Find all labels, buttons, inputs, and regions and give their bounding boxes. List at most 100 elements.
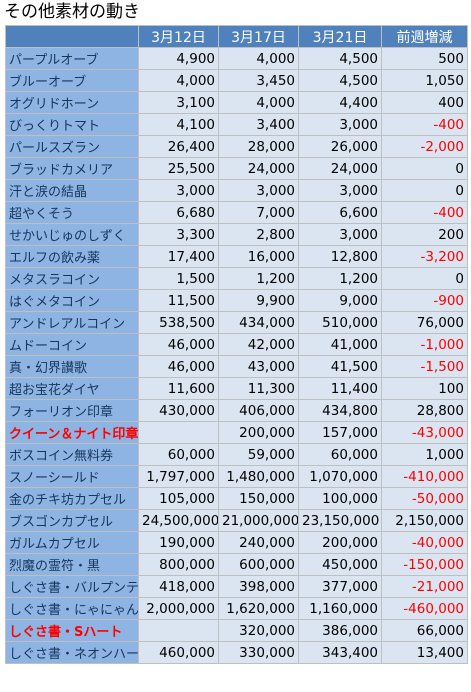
table-row: メタスラコイン 1,500 1,200 1,200 0 bbox=[5, 267, 468, 290]
price-cell: 1,050 bbox=[381, 69, 468, 92]
price-cell: 386,000 bbox=[298, 619, 382, 642]
price-cell: 17,400 bbox=[138, 245, 219, 268]
table-row: 真・幻界讃歌 46,000 43,000 41,500 -1,500 bbox=[5, 355, 468, 378]
price-cell bbox=[138, 619, 219, 642]
price-cell: 16,000 bbox=[218, 245, 299, 268]
item-name: スノーシールド bbox=[5, 465, 139, 488]
price-cell: 25,500 bbox=[138, 157, 219, 180]
price-cell: 0 bbox=[381, 267, 468, 290]
price-cell: 3,450 bbox=[218, 69, 299, 92]
price-cell: -900 bbox=[381, 289, 468, 312]
price-cell: 343,400 bbox=[298, 641, 382, 664]
table-row: ムドーコイン 46,000 42,000 41,000 -1,000 bbox=[5, 333, 468, 356]
price-cell: 105,000 bbox=[138, 487, 219, 510]
price-cell: -410,000 bbox=[381, 465, 468, 488]
item-name: しぐさ書・ネオンハート bbox=[5, 641, 139, 664]
price-cell: 46,000 bbox=[138, 355, 219, 378]
table-row: 烈魔の霊符・黒 800,000 600,000 450,000 -150,000 bbox=[5, 553, 468, 576]
price-cell: 2,150,000 bbox=[381, 509, 468, 532]
price-cell: 24,500,000 bbox=[138, 509, 219, 532]
price-cell: -2,000 bbox=[381, 135, 468, 158]
table-row: ブラッドカメリア 25,500 24,000 24,000 0 bbox=[5, 157, 468, 180]
price-cell: 200,000 bbox=[298, 531, 382, 554]
item-name: エルフの飲み薬 bbox=[5, 245, 139, 268]
price-cell: 434,800 bbox=[298, 399, 382, 422]
price-cell: 510,000 bbox=[298, 311, 382, 334]
price-cell: 430,000 bbox=[138, 399, 219, 422]
price-cell: 4,500 bbox=[298, 69, 382, 92]
price-cell: 3,000 bbox=[298, 223, 382, 246]
item-name: 超やくそう bbox=[5, 201, 139, 224]
price-cell: -1,500 bbox=[381, 355, 468, 378]
header-cell: 3月21日 bbox=[298, 25, 382, 48]
table-row: アンドレアルコイン 538,500 434,000 510,000 76,000 bbox=[5, 311, 468, 334]
price-cell bbox=[138, 421, 219, 444]
table-row: オグリドホーン 3,100 4,000 4,400 400 bbox=[5, 91, 468, 114]
table-row: スノーシールド 1,797,000 1,480,000 1,070,000 -410,0… bbox=[5, 465, 468, 488]
price-cell: -460,000 bbox=[381, 597, 468, 620]
price-cell: 1,620,000 bbox=[218, 597, 299, 620]
price-cell: 11,400 bbox=[298, 377, 382, 400]
price-cell: 24,000 bbox=[298, 157, 382, 180]
item-name: ブルーオーブ bbox=[5, 69, 139, 92]
table-row: クイーン＆ナイト印章 200,000 157,000 -43,000 bbox=[5, 421, 468, 444]
price-cell: 43,000 bbox=[218, 355, 299, 378]
price-cell: -400 bbox=[381, 201, 468, 224]
price-cell: 320,000 bbox=[218, 619, 299, 642]
price-cell: 1,500 bbox=[138, 267, 219, 290]
price-cell: 100,000 bbox=[298, 487, 382, 510]
table-row: ガルムカプセル 190,000 240,000 200,000 -40,000 bbox=[5, 531, 468, 554]
price-cell: 3,000 bbox=[298, 179, 382, 202]
price-cell: 377,000 bbox=[298, 575, 382, 598]
price-cell: 41,000 bbox=[298, 333, 382, 356]
price-cell: 2,800 bbox=[218, 223, 299, 246]
page-title: その他素材の動き bbox=[4, 2, 140, 22]
price-cell: 406,000 bbox=[218, 399, 299, 422]
table-body: パープルオーブ 4,900 4,000 4,500 500 ブルーオーブ 4,000 3,45… bbox=[5, 47, 468, 664]
item-name: フォーリオン印章 bbox=[5, 399, 139, 422]
price-cell: 3,000 bbox=[138, 179, 219, 202]
price-cell: 13,400 bbox=[381, 641, 468, 664]
price-cell: 1,070,000 bbox=[298, 465, 382, 488]
price-cell: -43,000 bbox=[381, 421, 468, 444]
header-cell: 3月17日 bbox=[218, 25, 299, 48]
price-cell: -21,000 bbox=[381, 575, 468, 598]
price-cell: 11,500 bbox=[138, 289, 219, 312]
price-cell: 398,000 bbox=[218, 575, 299, 598]
item-name: パールスズラン bbox=[5, 135, 139, 158]
price-cell: 3,400 bbox=[218, 113, 299, 136]
price-cell: 7,000 bbox=[218, 201, 299, 224]
price-cell: 21,000,000 bbox=[218, 509, 299, 532]
price-cell: 1,797,000 bbox=[138, 465, 219, 488]
table-row: 汗と涙の結晶 3,000 3,000 3,000 0 bbox=[5, 179, 468, 202]
price-cell: 100 bbox=[381, 377, 468, 400]
item-name: びっくりトマト bbox=[5, 113, 139, 136]
price-cell: 4,000 bbox=[218, 91, 299, 114]
price-cell: 9,000 bbox=[298, 289, 382, 312]
price-cell: 200,000 bbox=[218, 421, 299, 444]
price-cell: 76,000 bbox=[381, 311, 468, 334]
price-cell: -50,000 bbox=[381, 487, 468, 510]
price-cell: -3,200 bbox=[381, 245, 468, 268]
table-row: エルフの飲み薬 17,400 16,000 12,800 -3,200 bbox=[5, 245, 468, 268]
price-cell: 460,000 bbox=[138, 641, 219, 664]
item-name: しぐさ書・Sハート bbox=[5, 619, 139, 642]
price-cell: 200 bbox=[381, 223, 468, 246]
table-row: 超やくそう 6,680 7,000 6,600 -400 bbox=[5, 201, 468, 224]
item-name: ガルムカプセル bbox=[5, 531, 139, 554]
price-cell: 24,000 bbox=[218, 157, 299, 180]
price-cell: 60,000 bbox=[138, 443, 219, 466]
price-cell: 1,160,000 bbox=[298, 597, 382, 620]
price-cell: -150,000 bbox=[381, 553, 468, 576]
price-cell: 1,480,000 bbox=[218, 465, 299, 488]
price-cell: 1,000 bbox=[381, 443, 468, 466]
price-cell: 434,000 bbox=[218, 311, 299, 334]
price-cell: 400 bbox=[381, 91, 468, 114]
item-name: メタスラコイン bbox=[5, 267, 139, 290]
price-cell: 150,000 bbox=[218, 487, 299, 510]
price-cell: 11,600 bbox=[138, 377, 219, 400]
price-cell: 800,000 bbox=[138, 553, 219, 576]
price-cell: 4,100 bbox=[138, 113, 219, 136]
price-cell: 26,400 bbox=[138, 135, 219, 158]
